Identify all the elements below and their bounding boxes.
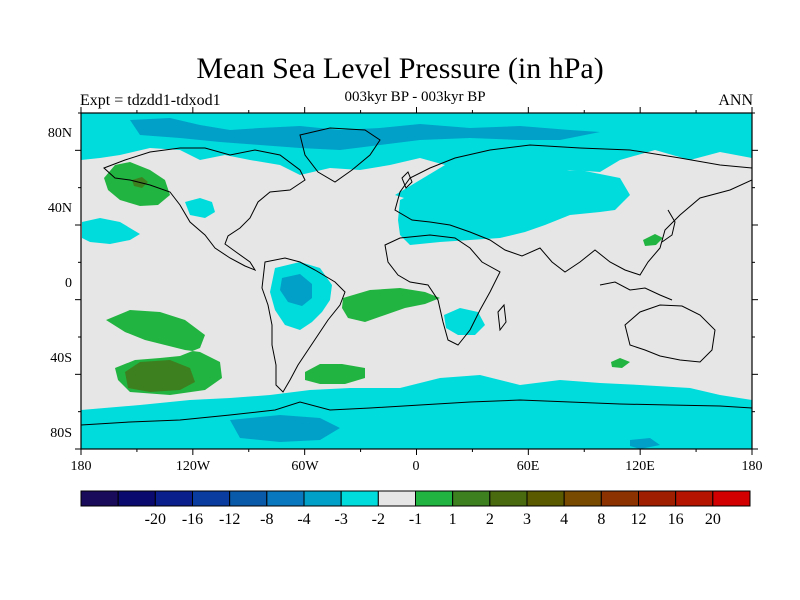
atlantic-positive-region [342,288,440,322]
label-bar-swatch [80,490,119,507]
madagascar-outline [497,303,507,332]
lat-label-0: 0 [65,276,72,291]
antarctic-deep-negative-blob [630,438,660,449]
map-panel [81,113,752,449]
indian-ocean-positive-region [611,358,630,368]
label-bar-value: 3 [523,511,531,528]
south-atlantic-positive-region [305,364,365,384]
label-bar-swatch [340,490,379,507]
label-bar-swatch [415,490,454,507]
lon-label-0: 0 [413,459,420,474]
label-bar-value: -2 [372,511,385,528]
label-bar-swatch [117,490,156,507]
label-bar-swatch [638,490,677,507]
label-bar-value: 12 [631,511,647,528]
label-bar-value: -8 [260,511,273,528]
label-bar-swatch [712,490,751,507]
label-bar-value: 20 [705,511,721,528]
lon-label-60e: 60E [517,459,540,474]
label-bar-swatch [563,490,602,507]
lon-label-120w: 120W [176,459,211,474]
label-bar-value: -4 [297,511,310,528]
label-bar-value: -3 [335,511,348,528]
label-bar-value: 4 [560,511,568,528]
label-bar-swatch [192,490,231,507]
season-label: ANN [718,92,753,109]
australia-outline [624,304,716,363]
label-bar-value: 16 [668,511,684,528]
label-bar-swatch [154,490,193,507]
south-pacific-strong-positive-region [125,360,195,392]
lon-label-60w: 60W [291,459,319,474]
lat-label-80n: 80N [48,126,72,141]
eurasia-negative-region [398,170,630,245]
label-bar-swatch [303,490,342,507]
eurasia-outline [394,144,752,276]
label-bar-swatch [229,490,268,507]
arctic-deep-negative-region [130,118,600,150]
label-bar-swatch [675,490,714,507]
north-america-outline [103,147,306,272]
label-bar-swatch [489,490,528,507]
axis-ticks [75,107,758,455]
japan-outline [661,209,676,243]
map-title: Mean Sea Level Pressure (in hPa) [196,52,604,85]
label-bar-swatch [452,490,491,507]
antarctica-outline [81,399,752,426]
label-bar-swatch [377,490,417,507]
atlantic-negative-blob [185,198,215,218]
lat-label-40n: 40N [48,201,72,216]
africa-negative-region [444,308,485,335]
label-bar-value: -16 [182,511,203,528]
africa-outline [384,234,501,346]
lon-label-180w: 180 [71,459,92,474]
label-bar-value: -1 [409,511,422,528]
label-bar-swatch [526,490,565,507]
coastlines [81,127,752,426]
label-bar-value: 2 [486,511,494,528]
label-bar-value: -20 [145,511,166,528]
lat-label-80s: 80S [50,426,72,441]
greenland-outline [299,127,381,183]
label-bar-value: -12 [219,511,240,528]
indonesia-outline [599,281,673,301]
south-america-deep-negative-region [280,274,312,306]
antarctic-deep-negative-region [230,415,340,442]
uk-outline [401,171,413,189]
label-bar-value: 1 [449,511,457,528]
lat-label-40s: 40S [50,351,72,366]
label-bar-swatch [266,490,305,507]
south-america-outline [261,257,346,393]
lon-label-120e: 120E [625,459,655,474]
china-positive-region [643,234,663,246]
lon-label-180e: 180 [742,459,763,474]
color-label-bar: -20 -16 -12 -8 -4 -3 -2 -1 1 2 3 4 8 12 16 20 [80,490,751,528]
experiment-label: Expt = tdzdd1-tdxod1 [80,92,221,109]
label-bar-value: 8 [597,511,605,528]
period-subtitle: 003kyr BP - 003kyr BP [344,89,486,105]
label-bar-swatch [600,490,639,507]
pacific-negative-region [82,218,140,244]
